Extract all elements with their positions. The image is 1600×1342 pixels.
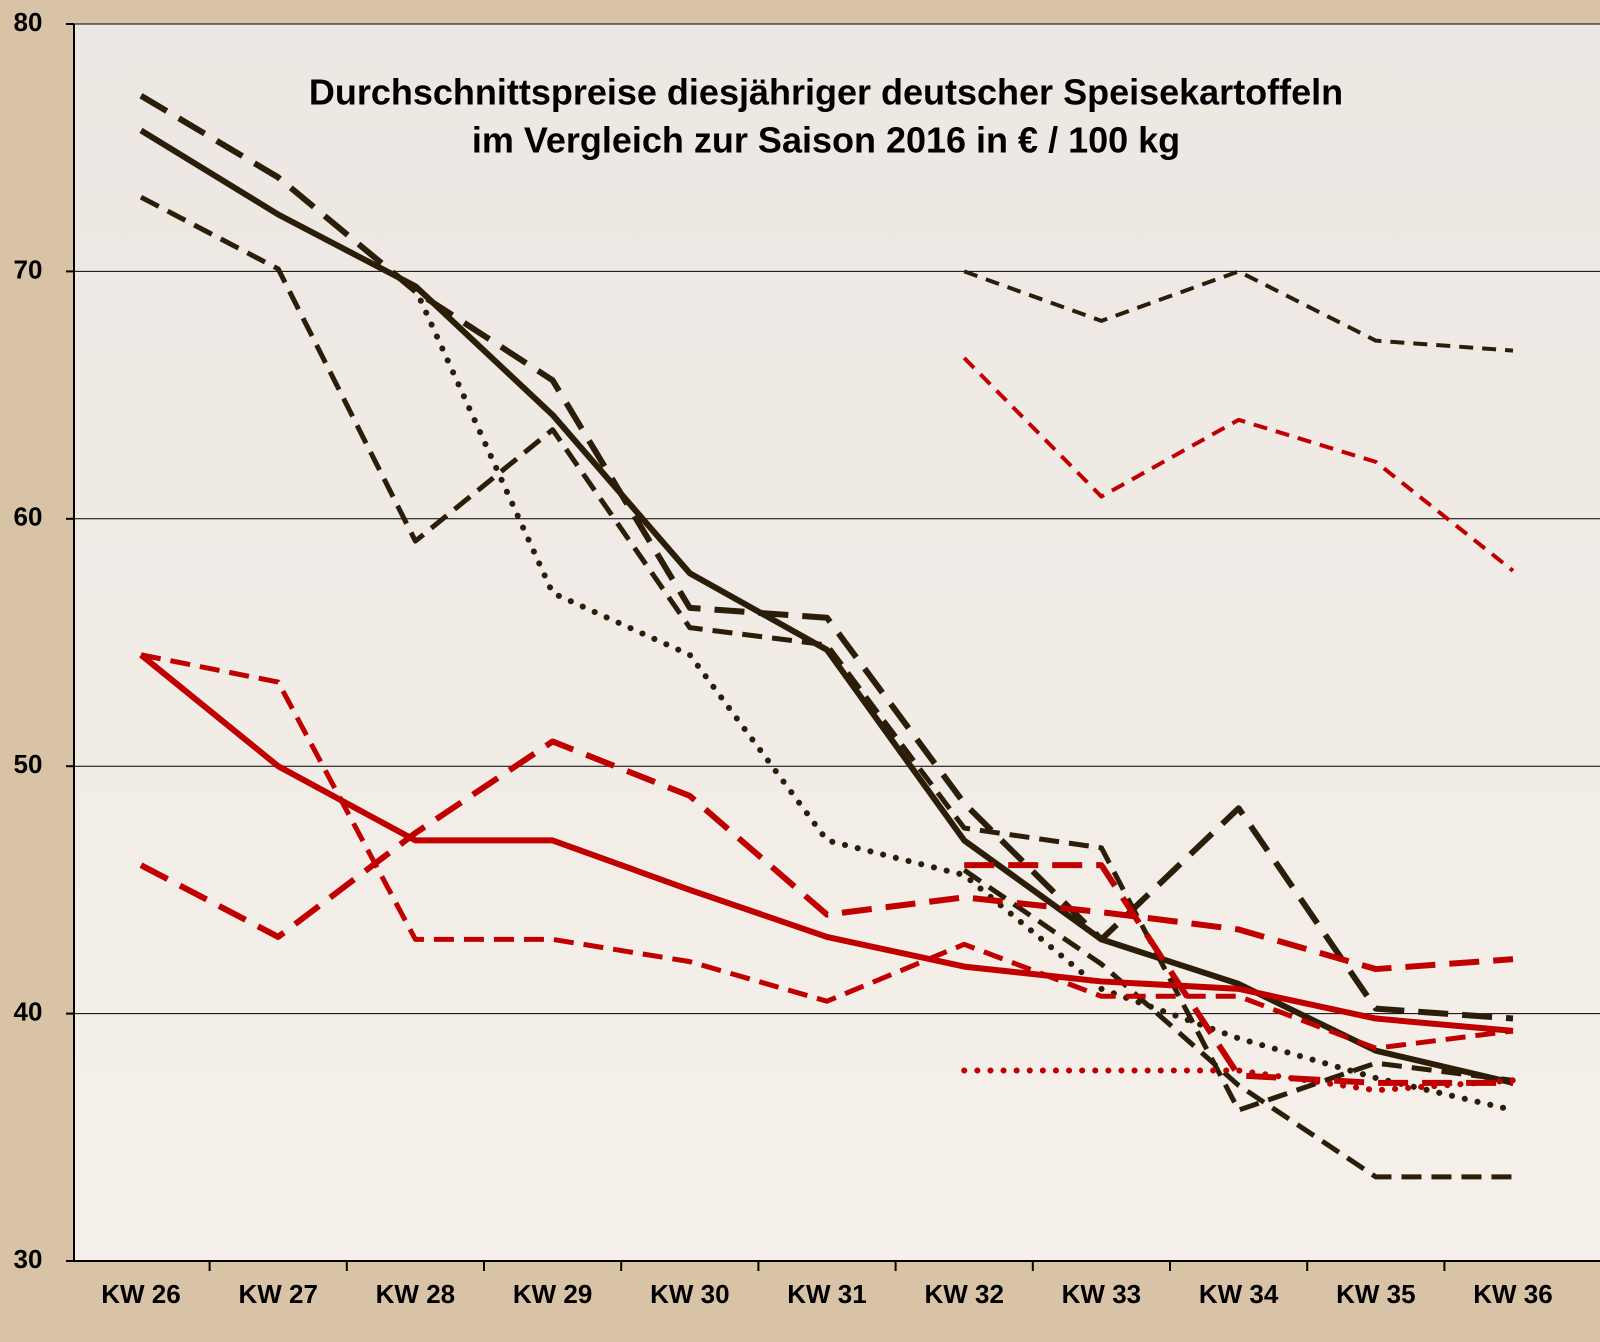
- series-line: [964, 862, 1513, 1086]
- plot-area: [74, 24, 1600, 1261]
- x-tick-label: KW 33: [1062, 1279, 1141, 1309]
- series-line: [139, 652, 1514, 1034]
- y-tick-label: 30: [14, 1244, 43, 1274]
- series-line: [140, 652, 1514, 1051]
- x-tick-label: KW 30: [650, 1279, 729, 1309]
- chart-subtitle: im Vergleich zur Saison 2016 in € / 100 …: [472, 120, 1180, 161]
- series-line: [961, 1067, 1516, 1094]
- x-tick-label: KW 35: [1336, 1279, 1415, 1309]
- series-line: [962, 868, 1513, 1180]
- y-tick-label: 40: [14, 996, 43, 1026]
- y-tick-label: 80: [14, 7, 43, 37]
- series-line: [963, 269, 1514, 353]
- series-line: [139, 127, 1514, 1086]
- x-tick-label: KW 27: [238, 1279, 317, 1309]
- x-tick-label: KW 26: [101, 1279, 180, 1309]
- y-tick-label: 50: [14, 749, 43, 779]
- x-tick-label: KW 36: [1473, 1279, 1552, 1309]
- x-tick-label: KW 34: [1199, 1279, 1279, 1309]
- x-tick-label: KW 28: [376, 1279, 455, 1309]
- series-line: [139, 194, 1514, 1113]
- x-tick-label: KW 32: [924, 1279, 1003, 1309]
- y-tick-label: 70: [14, 254, 43, 284]
- x-tick-label: KW 29: [513, 1279, 592, 1309]
- chart-title: Durchschnittspreise diesjähriger deutsch…: [309, 72, 1343, 113]
- series-line: [962, 356, 1515, 573]
- y-tick-label: 60: [14, 502, 43, 532]
- series-line: [139, 93, 1514, 1022]
- x-tick-label: KW 31: [787, 1279, 866, 1309]
- series-line: [139, 738, 1514, 973]
